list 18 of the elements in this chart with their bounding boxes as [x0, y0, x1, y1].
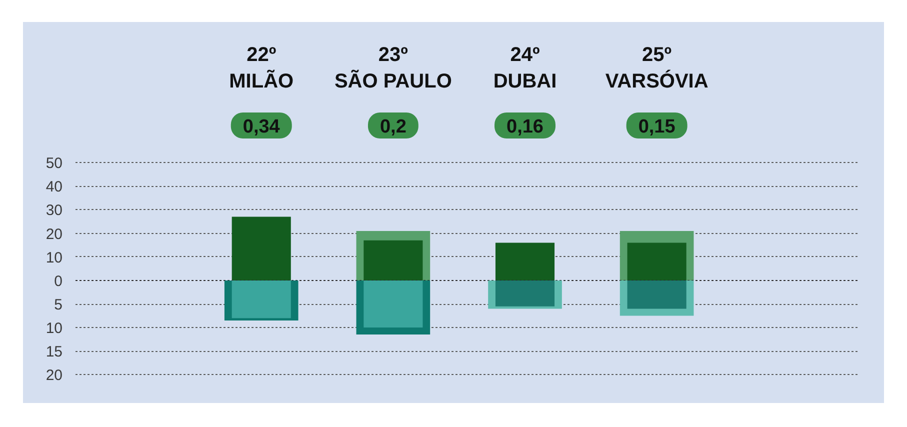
- y-tick-label: 20: [46, 226, 63, 243]
- y-tick-label: 30: [46, 202, 63, 220]
- text: 0,16: [506, 116, 544, 138]
- x-tick-label: 22º MILÃO: [229, 44, 294, 92]
- text: 0,2: [380, 116, 406, 138]
- y-tick-label: 40: [46, 178, 63, 196]
- y-tick-label: 10: [46, 249, 63, 266]
- x-tick-label: 24º DUBAI: [493, 44, 557, 92]
- text: 0,34: [242, 116, 280, 138]
- y-tick-label: 0: [54, 273, 62, 290]
- y-tick-label: 5: [54, 296, 62, 314]
- y-tick-label: 10: [46, 320, 63, 337]
- y-tick-label: 50: [46, 155, 63, 172]
- y-tick-label: 20: [46, 367, 63, 384]
- x-tick-label: 25º VARSÓVIA: [605, 44, 708, 92]
- y-tick-label: 15: [46, 344, 63, 360]
- text: 0,15: [638, 116, 676, 138]
- x-tick-label: 23º SÃO PAULO: [334, 44, 452, 92]
